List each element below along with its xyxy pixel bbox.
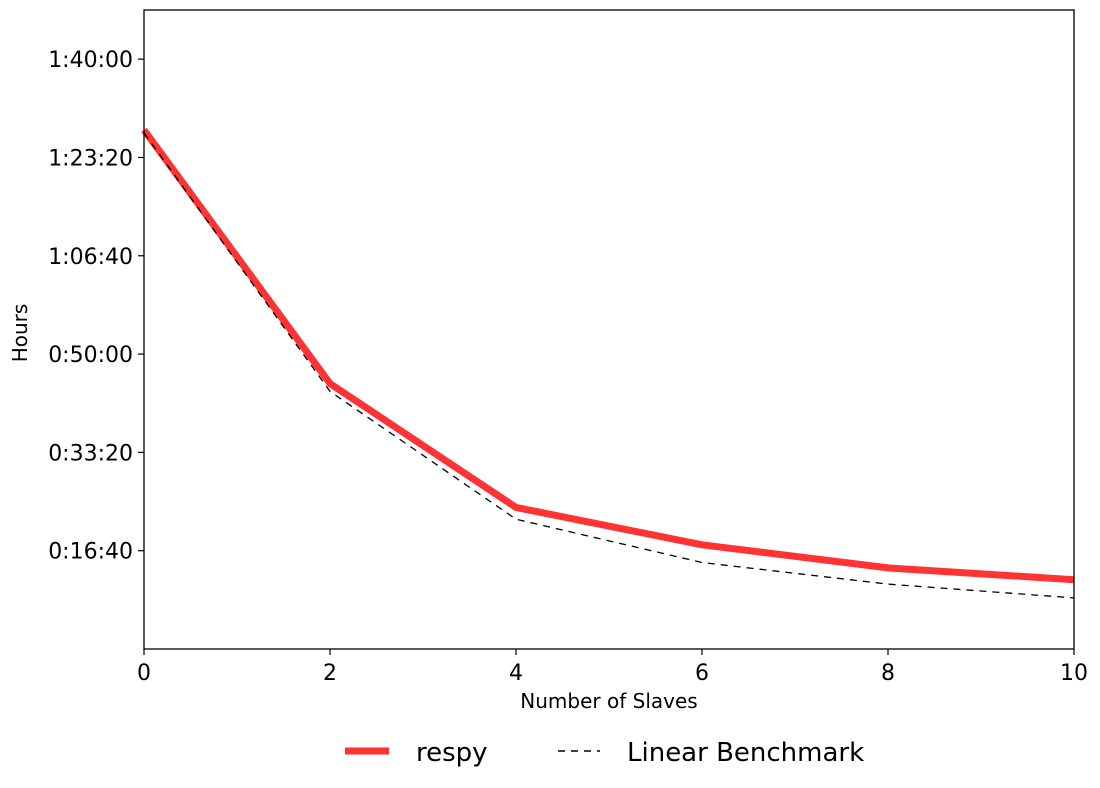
legend-label-linear-benchmark: Linear Benchmark [627, 738, 864, 768]
axis-ticks: 0 2 4 6 8 10 0:16:40 0:33:20 0:50:00 1:06:40 1:23:… [48, 48, 1088, 686]
plot-frame [143, 9, 1075, 650]
y-tick-label: 0:16:40 [48, 540, 133, 565]
x-tick-label: 4 [509, 661, 523, 686]
x-tick-label: 2 [323, 661, 337, 686]
y-tick-label: 1:06:40 [48, 245, 133, 270]
y-tick-label: 0:50:00 [48, 343, 133, 368]
y-tick-label: 0:33:20 [48, 441, 133, 466]
y-tick-label: 1:23:20 [48, 146, 133, 171]
x-tick-label: 8 [881, 661, 895, 686]
series-line-respy [141, 127, 1075, 584]
x-tick-label: 6 [695, 661, 709, 686]
x-tick-label: 10 [1060, 661, 1088, 686]
y-tick-label: 1:40:00 [48, 48, 133, 73]
legend-label-respy: respy [416, 738, 488, 768]
series-line-linear-benchmark [143, 132, 1075, 599]
legend: respy Linear Benchmark [345, 738, 864, 768]
x-axis-label: Number of Slaves [520, 689, 697, 713]
x-tick-label: 0 [137, 661, 151, 686]
y-axis-label: Hours [8, 304, 32, 363]
plot-area [141, 9, 1075, 650]
